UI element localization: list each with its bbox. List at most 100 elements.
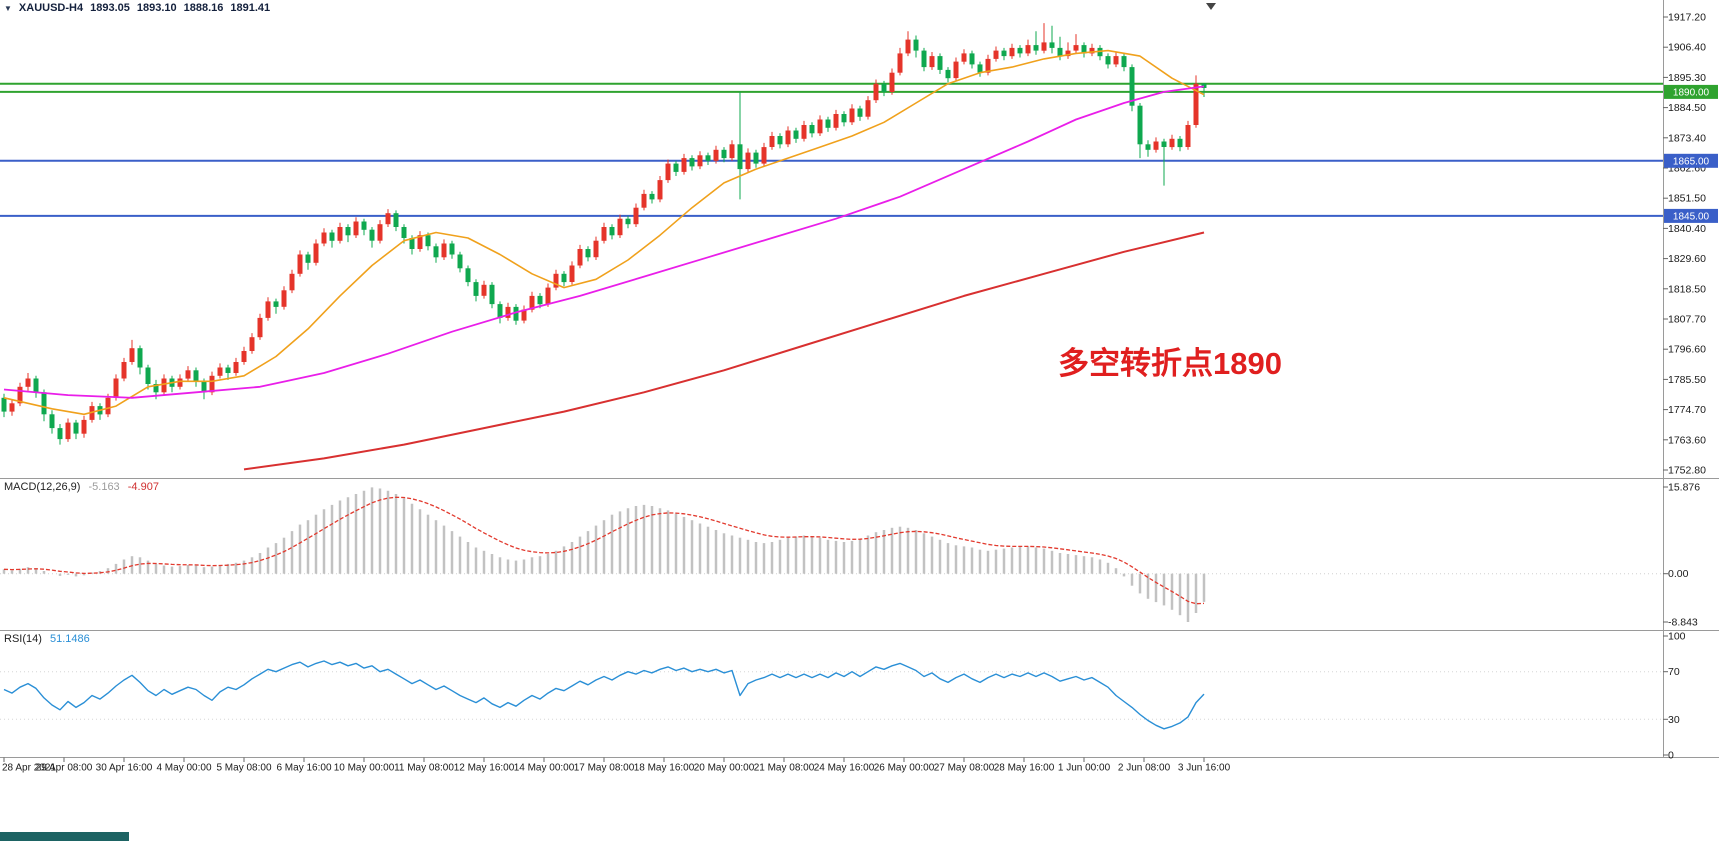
candle-body <box>57 428 63 440</box>
candle-body <box>409 238 415 249</box>
candle-body <box>961 53 967 62</box>
price-tag-label: 1845.00 <box>1673 211 1710 222</box>
candle-body <box>929 56 935 68</box>
price-axis-label: 1829.60 <box>1668 253 1706 265</box>
candle-body <box>641 193 647 208</box>
time-axis-label: 1 Jun 00:00 <box>1058 763 1111 774</box>
time-axis-label: 29 Apr 08:00 <box>36 763 93 774</box>
candles-layer <box>1 23 1207 445</box>
price-axis-label: 1873.40 <box>1668 132 1706 144</box>
rsi-indicator-label: RSI(14) 51.1486 <box>4 633 90 645</box>
candle-body <box>81 419 87 434</box>
bottom-left-tab[interactable] <box>0 832 129 841</box>
candle-body <box>1201 83 1207 88</box>
candle-body <box>1121 56 1127 68</box>
candle-body <box>217 367 223 376</box>
candle-body <box>849 108 855 123</box>
candle-body <box>129 348 135 362</box>
quote-low: 1888.16 <box>183 2 224 14</box>
candle-body <box>1017 47 1023 54</box>
candle-body <box>401 227 407 238</box>
candle-body <box>497 304 503 318</box>
candle-body <box>857 108 863 117</box>
macd-histogram <box>2 487 1206 622</box>
macd-indicator-label: MACD(12,26,9) -5.163 -4.907 <box>4 481 159 493</box>
candle-body <box>713 149 719 161</box>
price-axis-label: 1785.50 <box>1668 374 1706 386</box>
candle-body <box>505 306 511 318</box>
candle-body <box>921 50 927 68</box>
candle-body <box>417 235 423 249</box>
candle-body <box>193 370 199 382</box>
candle-body <box>281 290 287 307</box>
price-tag-label: 1865.00 <box>1673 156 1710 167</box>
candle-body <box>1065 50 1071 57</box>
candle-body <box>545 287 551 305</box>
quote-high: 1893.10 <box>136 2 177 14</box>
price-axis-label: 1796.60 <box>1668 344 1706 356</box>
candle-body <box>1041 42 1047 51</box>
candle-body <box>33 378 39 393</box>
candle-body <box>809 125 815 134</box>
candle-body <box>681 158 687 172</box>
candle-body <box>561 273 567 283</box>
candle-body <box>897 53 903 73</box>
candle-body <box>729 144 735 159</box>
candle-body <box>321 232 327 244</box>
candle-body <box>537 295 543 305</box>
ma-fast-line <box>3 49 1205 416</box>
macd-axis-label: 0.00 <box>1668 568 1689 580</box>
price-tag <box>1664 153 1718 168</box>
candle-body <box>233 362 239 373</box>
candle-body <box>337 227 343 241</box>
price-axis-label: 1774.70 <box>1668 404 1706 416</box>
time-axis-label: 11 May 08:00 <box>394 763 454 774</box>
candle-body <box>273 301 279 307</box>
time-axis-label: 24 May 16:00 <box>814 763 875 774</box>
price-axis-label: 1906.40 <box>1668 42 1706 54</box>
quote-close: 1891.41 <box>230 2 271 14</box>
chart-shift-marker-icon[interactable] <box>1206 3 1216 10</box>
candle-body <box>25 378 31 387</box>
candle-body <box>865 100 871 117</box>
price-axis-label: 1752.80 <box>1668 465 1706 477</box>
candle-body <box>585 249 591 258</box>
candle-body <box>153 384 159 393</box>
candle-body <box>369 229 375 241</box>
candle-body <box>993 50 999 59</box>
rsi-name: RSI(14) <box>4 633 42 645</box>
candle-body <box>1081 45 1087 54</box>
candle-body <box>161 378 167 393</box>
candle-body <box>225 367 231 373</box>
candle-body <box>913 39 919 51</box>
candle-body <box>833 114 839 128</box>
candle-body <box>825 119 831 128</box>
candle-body <box>1161 141 1167 147</box>
symbol-dropdown-icon[interactable]: ▼ <box>4 3 12 13</box>
candle-body <box>353 221 359 236</box>
candle-body <box>137 348 143 368</box>
candle-body <box>617 218 623 236</box>
rsi-axis-label: 30 <box>1668 714 1680 726</box>
candle-body <box>889 72 895 92</box>
price-axis[interactable]: 1917.201906.401895.301884.501873.401862.… <box>1663 12 1718 762</box>
candle-body <box>753 152 759 164</box>
candle-body <box>1 397 7 412</box>
quote-open: 1893.05 <box>90 2 130 14</box>
candle-body <box>73 422 79 434</box>
time-axis-label: 26 May 00:00 <box>874 763 935 774</box>
candle-body <box>841 114 847 123</box>
candle-body <box>673 163 679 172</box>
candle-body <box>625 218 631 225</box>
time-axis-label: 17 May 08:00 <box>574 763 635 774</box>
candle-body <box>1145 144 1151 150</box>
macd-signal-value: -4.907 <box>127 481 159 493</box>
candle-body <box>785 130 791 145</box>
candle-body <box>945 69 951 79</box>
candle-body <box>817 119 823 134</box>
rsi-axis-label: 100 <box>1668 631 1686 643</box>
candle-body <box>793 130 799 139</box>
